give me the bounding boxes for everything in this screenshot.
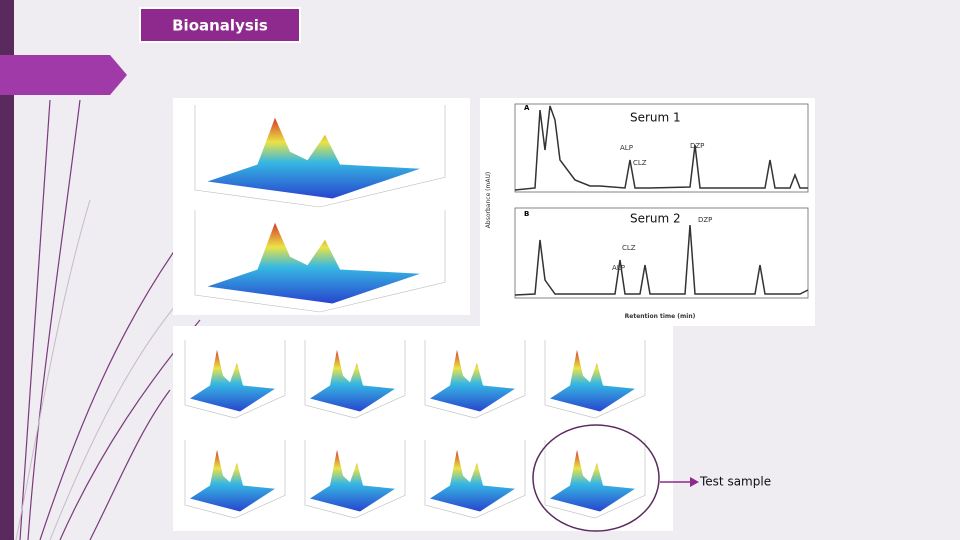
peak-label: ALP xyxy=(612,264,625,272)
serum-label: Serum 2 xyxy=(630,212,681,226)
surface xyxy=(430,349,515,412)
axis-box xyxy=(184,440,286,519)
axis-box xyxy=(304,340,406,419)
image-3d-plots xyxy=(173,98,470,315)
image-chromatogram: A ALP CLZ DZP B DZP CLZ ALP Retention ti… xyxy=(480,98,815,326)
panel-id: B xyxy=(524,210,529,218)
surface xyxy=(550,349,635,412)
pointer-head xyxy=(690,477,699,487)
axis-box xyxy=(424,340,526,419)
surface xyxy=(207,222,420,304)
peak-label: DZP xyxy=(690,142,704,150)
axis-box xyxy=(194,210,446,313)
surface xyxy=(207,117,420,199)
highlight-circle xyxy=(532,424,660,532)
image-3d-grid xyxy=(173,326,673,531)
peak-label: CLZ xyxy=(622,244,636,252)
decor-lines-light xyxy=(15,199,181,540)
panel-id: A xyxy=(524,104,530,112)
annotation: Test sample xyxy=(699,475,771,489)
surface xyxy=(310,349,395,412)
title: Bioanalysis xyxy=(172,17,268,35)
surface xyxy=(190,349,275,412)
surface xyxy=(190,449,275,512)
peak-label: CLZ xyxy=(633,159,647,167)
surface xyxy=(310,449,395,512)
axis-box xyxy=(544,340,646,419)
title-box xyxy=(139,7,301,43)
side-bar xyxy=(0,0,14,540)
y-axis-label: Absorbance (mAU) xyxy=(485,172,492,228)
arrow-banner xyxy=(0,55,127,95)
x-axis-label: Retention time (min) xyxy=(625,313,696,320)
axis-box xyxy=(544,440,646,519)
axis-box xyxy=(184,340,286,419)
axis-box xyxy=(424,440,526,519)
surface xyxy=(430,449,515,512)
axis-box xyxy=(194,105,446,208)
peak-label: ALP xyxy=(620,144,633,152)
peak-label: DZP xyxy=(698,216,712,224)
serum-label: Serum 1 xyxy=(630,111,681,125)
axis-box xyxy=(304,440,406,519)
surface xyxy=(550,449,635,512)
